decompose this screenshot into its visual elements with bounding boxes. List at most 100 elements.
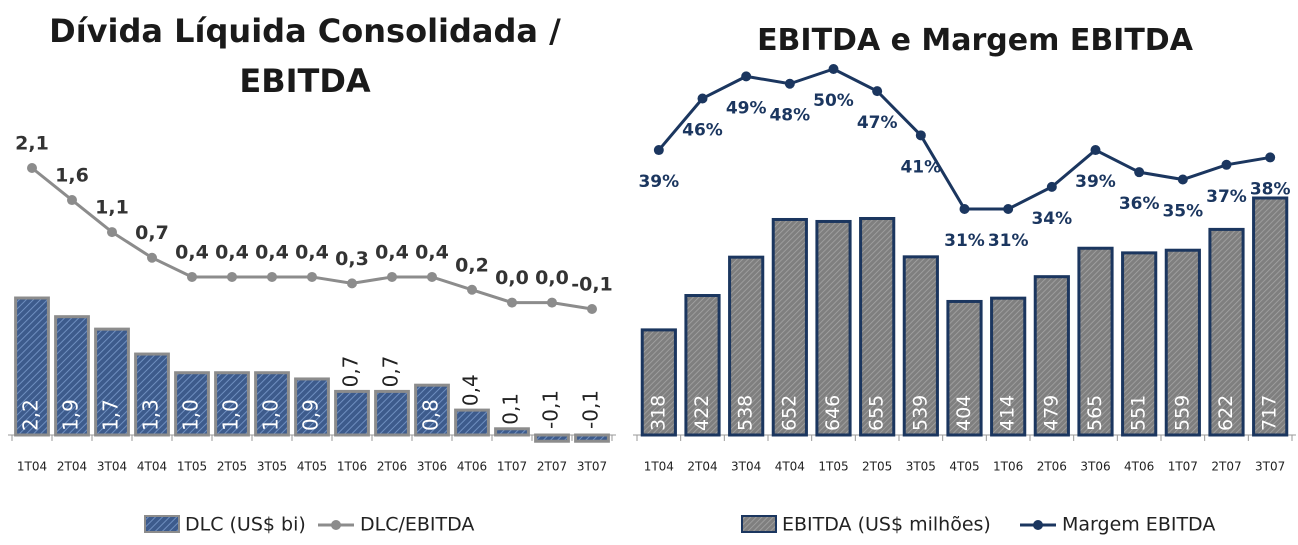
bar [414, 383, 450, 437]
bar-value-label: 1,0 [259, 399, 283, 431]
bar-value-label: 0,8 [419, 399, 443, 431]
legend-label: DLC (US$ bi) [185, 514, 306, 536]
x-tick-label: 1T04 [644, 460, 674, 474]
x-tick-label: 1T07 [497, 460, 527, 474]
x-tick-label: 3T07 [1255, 460, 1285, 474]
bar [454, 408, 490, 437]
x-tick-label: 1T05 [177, 460, 207, 474]
x-tick-label: 4T04 [775, 460, 805, 474]
x-tick-label: 2T05 [217, 460, 247, 474]
line-value-label: 35% [1162, 202, 1203, 222]
bar-value-label: 0,7 [379, 356, 403, 388]
line-value-label: 38% [1250, 179, 1291, 199]
x-tick-label: 3T07 [577, 460, 607, 474]
line-marker [915, 130, 926, 141]
line-marker [107, 227, 117, 238]
bar [1252, 196, 1289, 437]
x-tick-label: 1T05 [818, 460, 848, 474]
x-tick-label: 4T04 [137, 460, 167, 474]
bar-value-label: 1,0 [179, 399, 203, 431]
x-tick-label: 3T04 [97, 460, 127, 474]
line-marker [1221, 159, 1232, 170]
bar [374, 389, 410, 437]
bar-value-label: 559 [1171, 395, 1193, 431]
line-value-label: 36% [1119, 194, 1160, 214]
line-marker [741, 71, 752, 82]
bar-value-label: 652 [778, 395, 800, 431]
line-marker [587, 304, 597, 314]
line-value-label: 0,3 [335, 248, 369, 270]
x-tick-label: 1T06 [337, 460, 367, 474]
x-tick-label: 1T04 [17, 460, 47, 474]
x-tick-label: 3T05 [257, 460, 287, 474]
x-tick-label: 3T05 [906, 460, 936, 474]
bar-value-label: 318 [647, 395, 669, 431]
legend-label: EBITDA (US$ milhões) [782, 514, 991, 536]
line-marker [427, 271, 437, 282]
line-value-label: 48% [769, 106, 810, 126]
line-marker [1265, 152, 1276, 163]
line-marker [547, 297, 557, 308]
bar [640, 328, 677, 437]
x-tick-label: 2T07 [1211, 460, 1241, 474]
line-marker [147, 252, 157, 263]
bar [859, 216, 896, 437]
x-tick-label: 4T06 [1124, 460, 1154, 474]
line-value-label: 2,1 [15, 133, 49, 155]
bar-value-label: 0,1 [499, 393, 523, 425]
bar [684, 294, 721, 437]
bar-value-label: -0,1 [539, 390, 563, 429]
bar-value-label: 655 [866, 395, 888, 431]
line-marker [697, 93, 708, 104]
bar [815, 219, 852, 437]
bar-value-label: 622 [1215, 395, 1237, 431]
line-marker [347, 278, 357, 289]
line-marker [1046, 181, 1057, 192]
bar-value-label: 0,9 [299, 399, 323, 431]
line-marker [872, 86, 883, 97]
line-value-label: 0,4 [375, 241, 409, 263]
line-marker [784, 78, 795, 89]
bar [1164, 248, 1201, 437]
line-marker [307, 271, 317, 282]
bar [54, 315, 90, 437]
bar [334, 389, 370, 437]
bar-value-label: 404 [953, 395, 975, 431]
line-value-label: 31% [988, 231, 1029, 251]
line-value-label: 37% [1206, 187, 1247, 207]
bar [534, 433, 570, 443]
line-marker [27, 163, 37, 173]
bar [902, 255, 939, 437]
bar [728, 255, 765, 437]
line [657, 67, 1271, 211]
bar-value-label: 414 [997, 395, 1019, 431]
line-marker [1090, 145, 1101, 156]
bar-value-label: 2,2 [19, 399, 43, 431]
chart-title: Dívida Líquida Consolidada / EBITDA [49, 12, 561, 100]
line-marker [187, 271, 197, 282]
bar-value-label: 538 [735, 395, 757, 431]
x-tick-label: 4T06 [457, 460, 487, 474]
line-value-label: 1,6 [55, 165, 89, 187]
bar [254, 371, 290, 437]
legend-label: DLC/EBITDA [360, 514, 474, 536]
line-value-label: 49% [726, 98, 767, 118]
line-marker [507, 297, 517, 308]
line-value-label: 41% [900, 157, 941, 177]
bar-value-label: 422 [691, 395, 713, 431]
x-tick-label: 4T05 [949, 460, 979, 474]
line-marker [959, 204, 970, 214]
line-value-label: 0,4 [175, 241, 209, 263]
line-value-label: 0,4 [295, 241, 329, 263]
line-marker [467, 284, 477, 295]
bar [214, 371, 250, 437]
x-tick-label: 3T04 [731, 460, 761, 474]
x-tick-label: 2T04 [57, 460, 87, 474]
line-value-label: -0,1 [571, 274, 613, 296]
line-marker [387, 271, 397, 282]
line-marker [828, 64, 839, 74]
bar-value-label: 646 [822, 395, 844, 431]
line-value-label: 47% [857, 113, 898, 133]
